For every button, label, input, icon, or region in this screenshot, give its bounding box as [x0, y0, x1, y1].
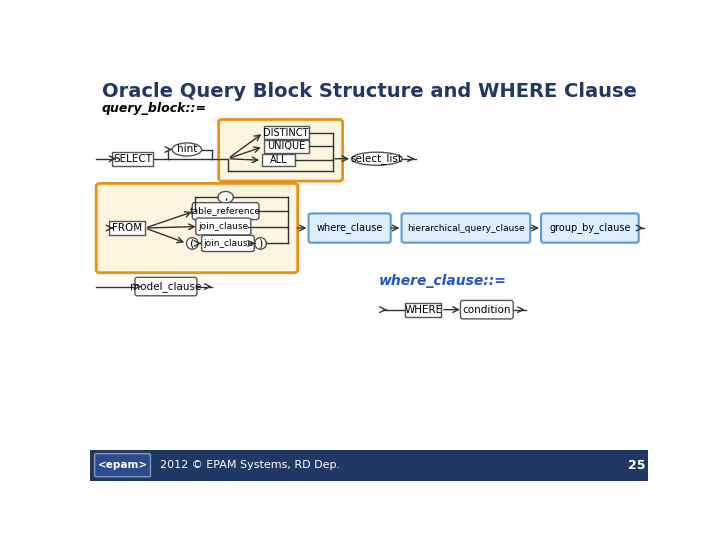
Text: FROM: FROM [112, 223, 143, 233]
Text: join_clause: join_clause [198, 222, 248, 231]
FancyBboxPatch shape [112, 152, 153, 166]
Ellipse shape [255, 238, 266, 249]
Ellipse shape [186, 238, 198, 249]
FancyBboxPatch shape [196, 218, 251, 235]
Text: hint: hint [176, 145, 197, 154]
Text: (: ( [190, 239, 194, 248]
FancyBboxPatch shape [264, 140, 309, 153]
Bar [90, 450, 648, 481]
FancyBboxPatch shape [309, 213, 391, 242]
Text: query_block::=: query_block::= [102, 102, 207, 115]
Text: Oracle Query Block Structure and WHERE Clause: Oracle Query Block Structure and WHERE C… [102, 82, 636, 101]
FancyBboxPatch shape [405, 303, 441, 316]
FancyBboxPatch shape [109, 221, 145, 235]
FancyBboxPatch shape [192, 202, 259, 220]
Text: hierarchical_query_clause: hierarchical_query_clause [407, 224, 525, 233]
Text: ): ) [258, 239, 263, 248]
FancyBboxPatch shape [96, 184, 297, 273]
Text: <epam>: <epam> [97, 460, 148, 470]
Ellipse shape [172, 143, 202, 156]
Text: join_clause: join_clause [203, 239, 253, 248]
Text: ,: , [224, 192, 228, 202]
Text: 25: 25 [629, 458, 646, 472]
FancyBboxPatch shape [219, 119, 343, 181]
Text: SELECT: SELECT [113, 154, 152, 164]
Text: condition: condition [462, 305, 511, 315]
Text: DISTINCT: DISTINCT [264, 127, 309, 138]
Text: 2012 © EPAM Systems, RD Dep.: 2012 © EPAM Systems, RD Dep. [160, 460, 340, 470]
FancyBboxPatch shape [202, 235, 254, 252]
Text: ALL: ALL [269, 156, 287, 165]
Text: where_clause::=: where_clause::= [378, 274, 506, 288]
Ellipse shape [218, 192, 233, 203]
Text: select_list: select_list [351, 153, 402, 164]
FancyBboxPatch shape [262, 154, 294, 166]
Text: model_clause: model_clause [130, 281, 202, 292]
Text: table_reference: table_reference [190, 207, 261, 215]
FancyBboxPatch shape [264, 126, 309, 139]
Ellipse shape [351, 152, 402, 165]
Text: group_by_clause: group_by_clause [549, 222, 631, 233]
FancyBboxPatch shape [461, 300, 513, 319]
FancyBboxPatch shape [402, 213, 530, 242]
FancyBboxPatch shape [541, 213, 639, 242]
Text: UNIQUE: UNIQUE [267, 141, 305, 151]
FancyBboxPatch shape [94, 454, 150, 477]
Text: where_clause: where_clause [316, 222, 383, 233]
Text: WHERE: WHERE [404, 305, 442, 315]
FancyBboxPatch shape [135, 278, 197, 296]
